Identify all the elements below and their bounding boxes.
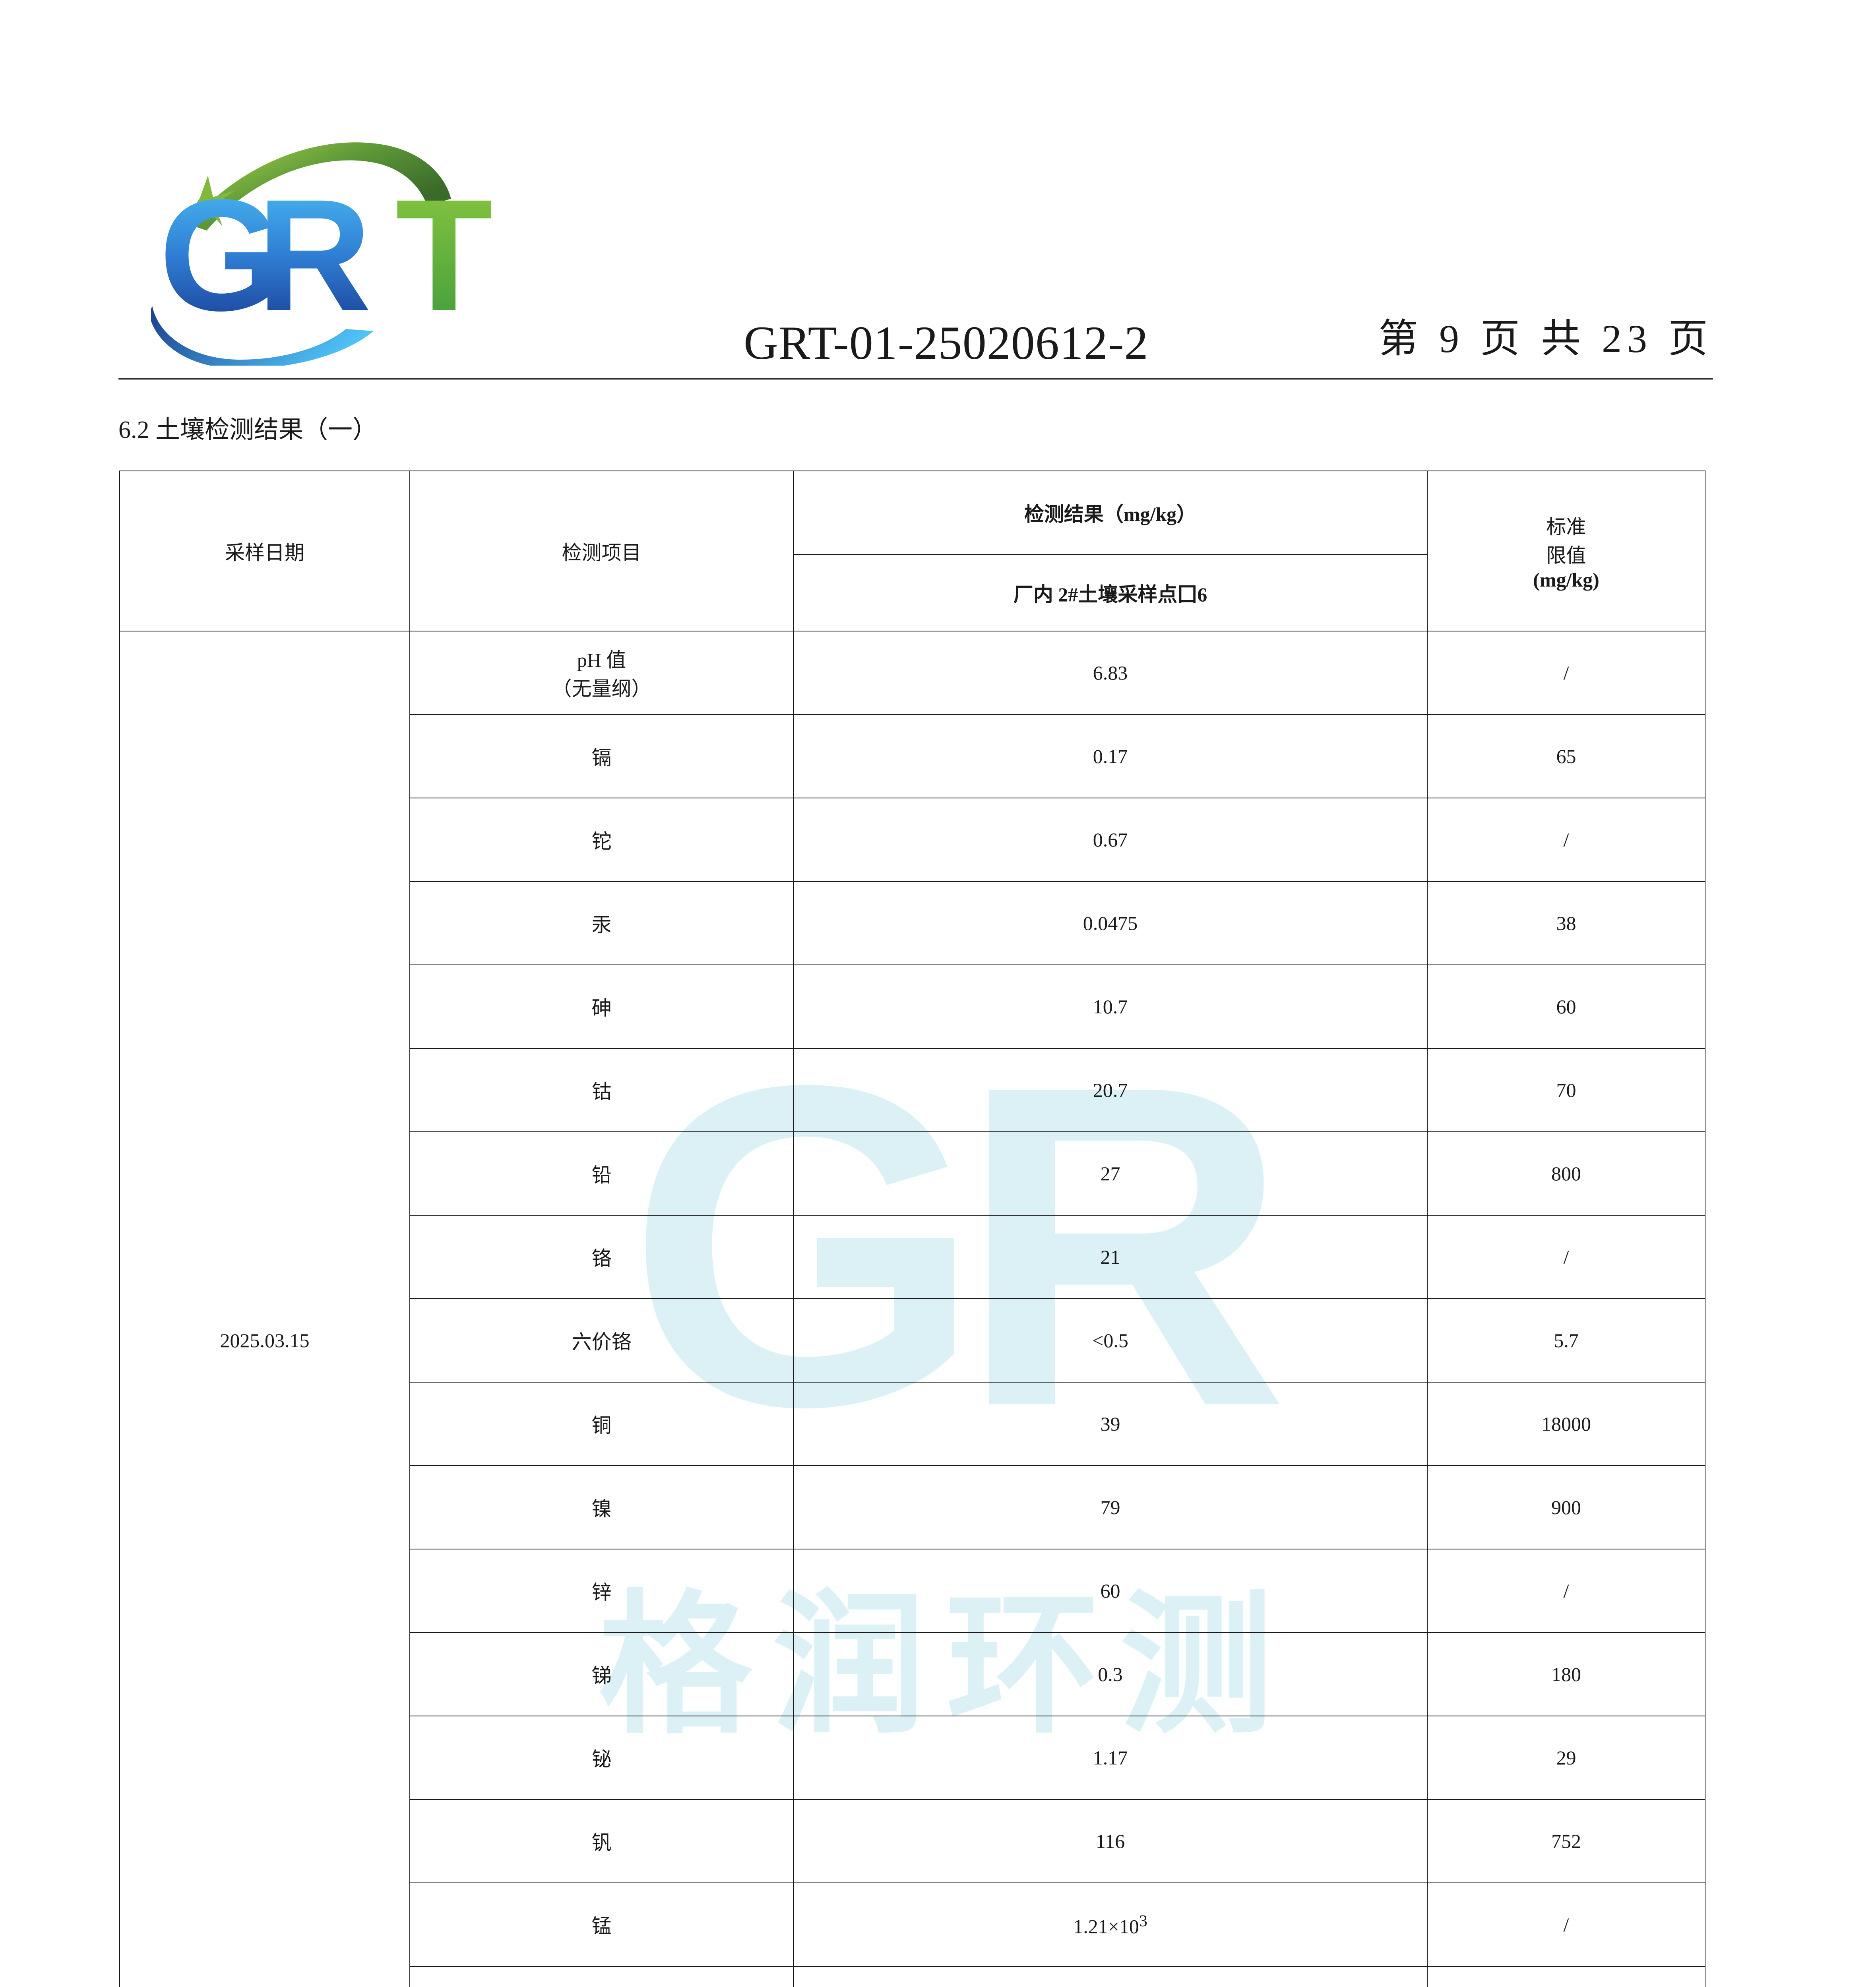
svg-text:T: T (395, 166, 492, 344)
svg-text:GR: GR (159, 166, 368, 344)
